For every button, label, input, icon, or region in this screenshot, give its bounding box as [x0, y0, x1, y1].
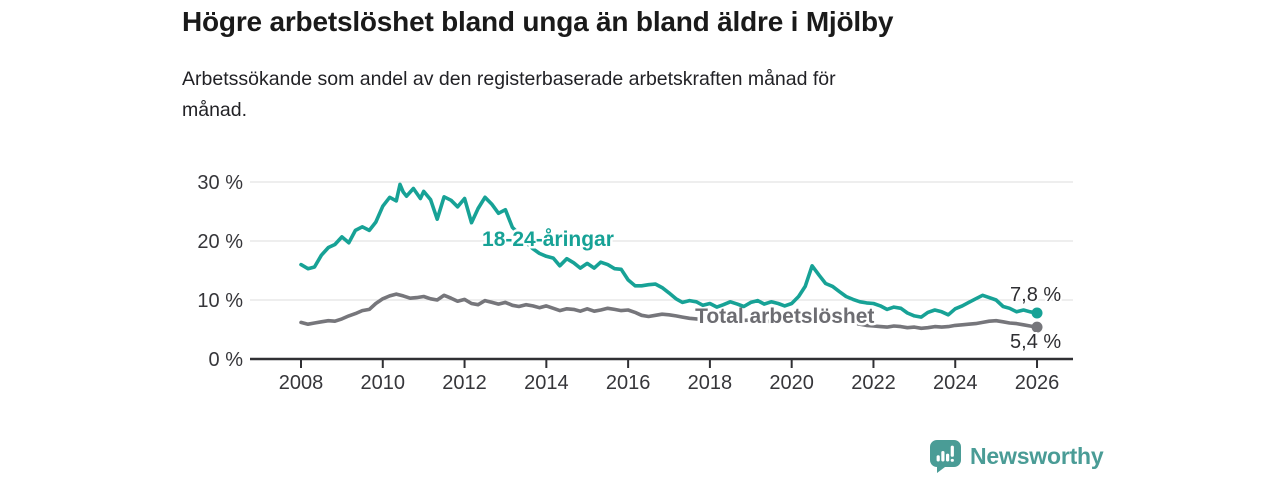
newsworthy-icon	[930, 440, 961, 473]
y-tick-label: 0 %	[209, 349, 244, 371]
newsworthy-logo-text: Newsworthy	[970, 443, 1104, 469]
unemployment-line-chart: 0 % 10 % 20 % 30 % 2008 2010 2012 2014 2016 2018 2…	[197, 172, 1073, 394]
x-tick-label: 2016	[606, 372, 651, 394]
newsworthy-logo: Newsworthy	[930, 440, 1104, 473]
series-line-total	[299, 292, 1039, 331]
series-end-value-young: 7,8 %	[1010, 284, 1061, 306]
y-tick-label: 30 %	[197, 172, 243, 194]
x-tick-label: 2010	[361, 372, 406, 394]
x-tick-label: 2018	[688, 372, 733, 394]
x-tick-label: 2014	[524, 372, 569, 394]
series-end-value-total: 5,4 %	[1010, 331, 1061, 353]
y-tick-label: 20 %	[197, 231, 243, 253]
series-line-young	[299, 182, 1039, 319]
series-label-total: Total arbetslöshet	[695, 305, 874, 328]
y-tick-label: 10 %	[197, 290, 243, 312]
chart-title: Högre arbetslöshet bland unga än bland ä…	[182, 6, 894, 37]
chart-subtitle: Arbetssökande som andel av den registerb…	[182, 68, 836, 121]
x-tick-label: 2008	[279, 372, 324, 394]
x-tick-label: 2026	[1015, 372, 1060, 394]
x-tick-label: 2024	[933, 372, 978, 394]
series-end-dot-young	[1031, 307, 1043, 319]
series-label-young: 18-24-åringar	[482, 228, 614, 251]
x-tick-label: 2012	[442, 372, 487, 394]
x-tick-label: 2022	[851, 372, 896, 394]
chart-figure: 0 % 10 % 20 % 30 % 2008 2010 2012 2014 2016 2018 2…	[180, 158, 1110, 408]
series-end-dot-total	[1031, 321, 1043, 333]
x-tick-label: 2020	[769, 372, 814, 394]
